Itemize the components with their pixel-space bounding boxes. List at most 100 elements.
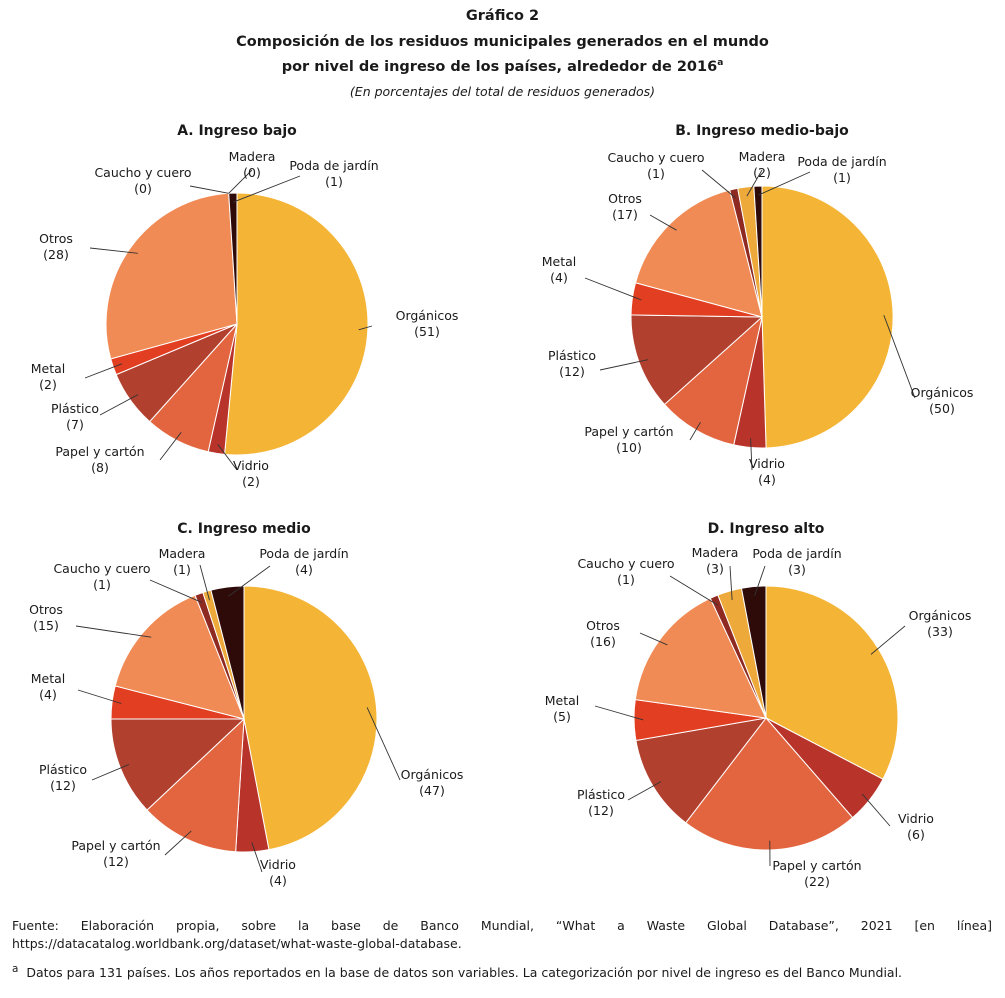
leader-line-vidrio: [217, 444, 238, 471]
footnote-text: Datos para 131 países. Los años reportad…: [26, 965, 903, 981]
leader-line-caucho-y-cuero: [669, 575, 718, 606]
leader-line-metal: [77, 689, 122, 704]
slice-label-value: (8): [91, 460, 109, 475]
leader-line-madera: [729, 565, 733, 601]
pie-slice-otros: [105, 192, 238, 360]
slice-label-name: Papel y cartón: [584, 424, 673, 439]
slice-label-otros: Otros (16): [586, 618, 620, 649]
leader-line-metal: [594, 705, 644, 721]
leader-line-metal: [84, 363, 123, 379]
slice-label-value: (50): [929, 401, 955, 416]
slice-label-name: Otros: [608, 191, 642, 206]
slice-label-caucho-y-cuero: Caucho y cuero (1): [53, 561, 150, 592]
slice-label-vidrio: Vidrio (6): [898, 811, 934, 842]
slice-label-madera: Madera (1): [159, 546, 206, 577]
slice-label-name: Metal: [545, 693, 580, 708]
slice-label-organicos: Orgánicos (47): [401, 767, 464, 798]
slice-label-name: Otros: [29, 602, 63, 617]
slice-label-name: Madera: [229, 149, 276, 164]
slice-label-value: (4): [295, 562, 313, 577]
leader-line-poda-de-jardin: [758, 171, 811, 196]
slice-label-name: Papel y cartón: [55, 444, 144, 459]
leader-line-poda-de-jardin: [232, 175, 301, 203]
leader-line-otros: [639, 632, 668, 646]
slice-label-poda-de-jardin: Poda de jardín (3): [752, 546, 841, 577]
slice-label-value: (4): [550, 270, 568, 285]
pie-slice-plastico: [630, 314, 764, 406]
footnote-mark: a: [717, 58, 724, 68]
pie-slice-otros: [114, 594, 245, 720]
footnote: a Datos para 131 países. Los años report…: [12, 960, 992, 982]
slice-label-vidrio: Vidrio (4): [260, 857, 296, 888]
slice-label-value: (12): [588, 803, 614, 818]
leader-line-madera: [228, 169, 253, 194]
slice-label-name: Orgánicos: [909, 608, 972, 623]
slice-label-value: (12): [50, 778, 76, 793]
pie-slice-otros: [634, 597, 767, 719]
slice-label-poda-de-jardin: Poda de jardín (1): [289, 158, 378, 189]
leader-line-caucho-y-cuero: [189, 185, 229, 194]
leader-line-organicos: [358, 325, 373, 331]
slice-label-value: (4): [39, 687, 57, 702]
pie-slice-organicos: [765, 585, 899, 780]
slice-label-name: Plástico: [548, 348, 596, 363]
leader-line-vidrio: [750, 438, 753, 471]
slice-label-value: (4): [758, 472, 776, 487]
leader-line-plastico: [627, 781, 662, 801]
pie-slice-otros: [634, 189, 763, 318]
leader-line-vidrio: [861, 793, 891, 827]
leader-line-organicos: [883, 314, 916, 399]
slice-label-value: (1): [647, 166, 665, 181]
slice-label-name: Vidrio: [260, 857, 296, 872]
slice-label-poda-de-jardin: Poda de jardín (1): [797, 154, 886, 185]
slice-label-name: Madera: [692, 545, 739, 560]
slice-label-name: Vidrio: [749, 456, 785, 471]
slice-label-metal: Metal (4): [542, 254, 577, 285]
slice-label-vidrio: Vidrio (4): [749, 456, 785, 487]
slice-label-value: (6): [907, 827, 925, 842]
pie-slice-poda-de-jardin: [740, 585, 767, 719]
slice-label-otros: Otros (28): [39, 231, 73, 262]
slice-label-value: (2): [39, 377, 57, 392]
slice-label-caucho-y-cuero: Caucho y cuero (1): [577, 556, 674, 587]
leader-line-metal: [584, 277, 642, 301]
slice-label-value: (1): [325, 174, 343, 189]
slice-label-organicos: Orgánicos (33): [909, 608, 972, 639]
leader-line-plastico: [91, 764, 130, 781]
footnote-mark: a: [12, 963, 19, 975]
slice-label-papel-y-carton: Papel y cartón (12): [71, 838, 160, 869]
leader-line-poda-de-jardin: [228, 565, 271, 597]
slice-label-caucho-y-cuero: Caucho y cuero (0): [94, 165, 191, 196]
slice-label-plastico: Plástico (7): [51, 401, 99, 432]
slice-label-value: (10): [616, 440, 642, 455]
slice-label-value: (12): [559, 364, 585, 379]
pie-chart-2: B. Ingreso medio-bajo Orgánicos (50) Vidrio…: [542, 123, 974, 487]
slice-label-madera: Madera (3): [692, 545, 739, 576]
slice-label-value: (47): [419, 783, 445, 798]
leader-line-caucho-y-cuero: [149, 579, 203, 604]
chart-number: Gráfico 2: [465, 8, 540, 24]
slice-label-name: Papel y cartón: [772, 858, 861, 873]
slice-label-value: (2): [753, 165, 771, 180]
leader-line-organicos: [366, 707, 401, 781]
leader-line-otros: [75, 625, 152, 638]
slice-label-value: (3): [706, 561, 724, 576]
chart-title-line1: Composición de los residuos municipales …: [236, 34, 769, 50]
leader-line-plastico: [599, 359, 648, 371]
leader-line-vidrio: [251, 842, 263, 873]
slice-label-name: Caucho y cuero: [94, 165, 191, 180]
slice-label-name: Papel y cartón: [71, 838, 160, 853]
slice-label-name: Poda de jardín: [752, 546, 841, 561]
slice-label-value: (22): [804, 874, 830, 889]
slice-label-value: (28): [43, 247, 69, 262]
slice-label-name: Vidrio: [233, 458, 269, 473]
leader-line-poda-de-jardin: [754, 565, 766, 596]
slice-label-metal: Metal (5): [545, 693, 580, 724]
slice-label-papel-y-carton: Papel y cartón (8): [55, 444, 144, 475]
leader-line-plastico: [99, 394, 139, 416]
pie-title: A. Ingreso bajo: [177, 123, 297, 139]
slice-label-organicos: Orgánicos (50): [911, 385, 974, 416]
slice-label-name: Poda de jardín: [797, 154, 886, 169]
